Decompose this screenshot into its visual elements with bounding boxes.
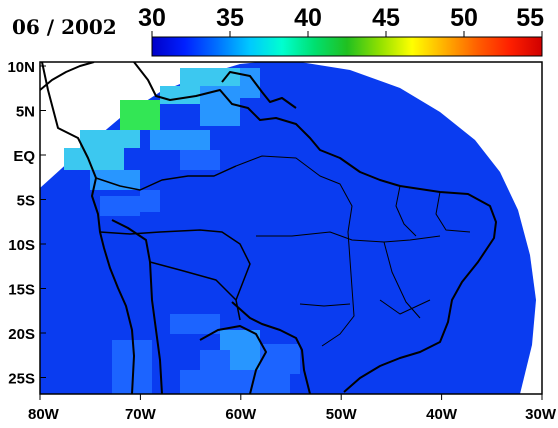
grid-cell — [80, 130, 140, 148]
date-label: 06 / 2002 — [12, 15, 117, 39]
lat-label-25S: 25S — [8, 371, 35, 388]
peru-colombia-border — [95, 165, 237, 191]
grid-cell — [100, 196, 140, 216]
colorbar: 30 35 40 45 50 55 — [138, 4, 544, 57]
lat-label-EQ: EQ — [13, 148, 35, 165]
central-america — [40, 62, 95, 91]
lon-label-30W: 30W — [525, 406, 557, 423]
colorbar-tick-50: 50 — [450, 4, 478, 32]
lat-label-5S: 5S — [17, 193, 35, 210]
grid-cell — [260, 344, 300, 374]
south-america-coast — [41, 62, 497, 394]
grid-cell — [180, 370, 290, 394]
lon-label-60W: 60W — [225, 406, 257, 423]
colorbar-tick-55: 55 — [516, 4, 544, 32]
lat-label-20S: 20S — [8, 326, 35, 343]
lat-label-10N: 10N — [7, 59, 35, 76]
lat-label-5N: 5N — [16, 104, 35, 121]
amazon-north-coast — [221, 71, 297, 109]
brazil-states-1 — [235, 155, 353, 261]
grid-cell — [180, 150, 220, 170]
colorbar-tick-30: 30 — [138, 4, 166, 32]
paraguay-river — [231, 301, 311, 394]
grid-cell — [90, 170, 140, 190]
brazil-states-3 — [321, 241, 421, 347]
grid-cell — [240, 68, 260, 98]
colorbar-tick-40: 40 — [294, 4, 322, 32]
map-panel: 80W 70W 60W 50W 40W 30W 10N 5N EQ 5S 10S 15S 20S 25S — [7, 59, 556, 423]
grid-cell — [170, 314, 220, 334]
lat-label-15S: 15S — [8, 282, 35, 299]
grid-cell — [150, 130, 210, 150]
grid-cell — [120, 100, 160, 130]
colorbar-tick-35: 35 — [216, 4, 244, 32]
bolivia-border — [149, 261, 241, 321]
andes-border — [111, 219, 163, 394]
map-frame — [39, 61, 543, 395]
longitude-axis: 80W 70W 60W 50W 40W 30W — [28, 394, 557, 423]
lon-label-40W: 40W — [426, 406, 458, 423]
grid-cell — [200, 86, 240, 126]
brazil-states-2 — [256, 231, 441, 243]
land-outlines — [40, 62, 497, 394]
brazil-states-5 — [299, 299, 431, 315]
colorbar-tick-45: 45 — [372, 4, 400, 32]
lon-label-80W: 80W — [28, 406, 60, 423]
colorbar-bar — [151, 36, 543, 57]
grid-cell — [140, 190, 160, 212]
brazil-states-4 — [395, 185, 471, 237]
lat-label-10S: 10S — [8, 237, 35, 254]
latitude-axis: 10N 5N EQ 5S 10S 15S 20S 25S — [7, 59, 46, 388]
colorbar-ticks: 30 35 40 45 50 55 — [138, 4, 544, 37]
grid-cell — [64, 148, 124, 170]
lon-label-70W: 70W — [125, 406, 157, 423]
paraguay-border — [199, 325, 267, 394]
lon-label-50W: 50W — [326, 406, 358, 423]
brazil-west-border — [99, 229, 251, 301]
